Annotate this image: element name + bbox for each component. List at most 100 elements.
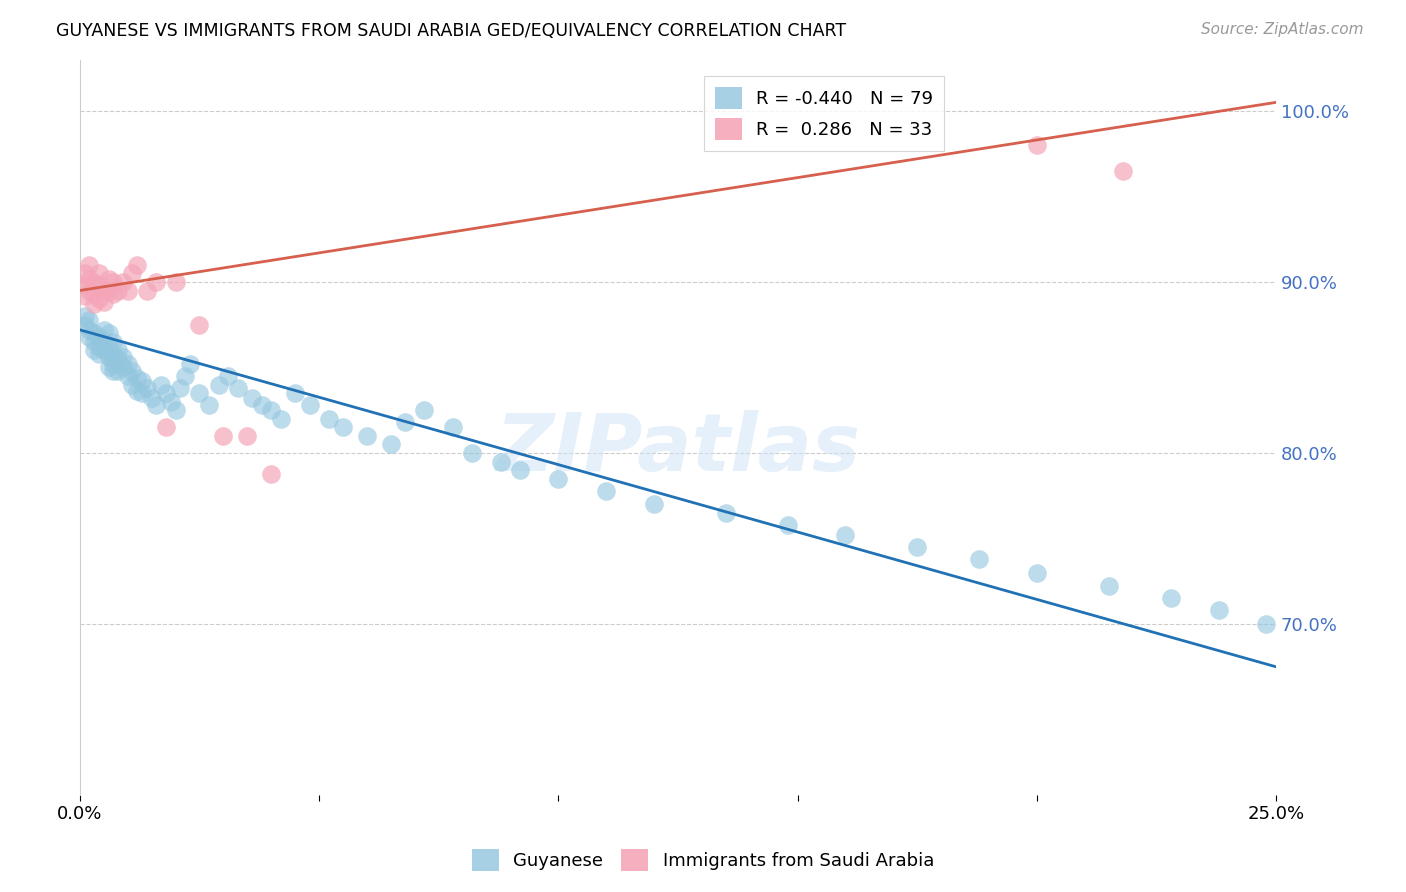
Point [1160,591,1182,606]
Point [79,312,101,326]
Point [117,284,139,298]
Point [135,284,157,298]
Point [207,377,229,392]
Point [1097,579,1119,593]
Point [107,351,129,366]
Point [93,343,115,358]
Point [236,429,259,443]
Point [73,309,96,323]
Point [155,420,177,434]
Point [107,284,129,298]
Point [298,398,321,412]
Point [87,292,110,306]
Point [93,334,115,349]
Point [87,329,110,343]
Point [83,287,105,301]
Point [111,275,134,289]
Point [103,275,125,289]
Point [145,275,167,289]
Point [73,266,96,280]
Point [73,288,96,302]
Legend: Guyanese, Immigrants from Saudi Arabia: Guyanese, Immigrants from Saudi Arabia [464,842,942,879]
Point [1025,138,1047,153]
Point [174,369,197,384]
Text: Source: ZipAtlas.com: Source: ZipAtlas.com [1201,22,1364,37]
Point [111,360,134,375]
Point [643,497,665,511]
Point [905,540,928,554]
Point [83,297,105,311]
Point [834,528,856,542]
Point [413,403,436,417]
Point [121,377,143,392]
Point [270,411,292,425]
Point [240,391,263,405]
Point [318,411,340,425]
Point [117,357,139,371]
Point [159,394,181,409]
Point [145,398,167,412]
Point [1112,163,1135,178]
Point [93,295,115,310]
Point [97,271,120,285]
Point [356,429,378,443]
Point [121,266,143,280]
Point [73,278,96,293]
Point [509,463,531,477]
Point [97,340,120,354]
Point [103,364,125,378]
Point [93,323,115,337]
Point [188,318,211,332]
Point [188,386,211,401]
Point [547,472,569,486]
Point [93,284,115,298]
Point [179,357,201,371]
Text: ZIPatlas: ZIPatlas [495,410,860,489]
Point [260,403,283,417]
Point [260,467,283,481]
Point [87,278,110,293]
Point [103,357,125,371]
Point [127,370,149,384]
Point [135,381,157,395]
Point [97,284,120,298]
Point [1208,603,1230,617]
Point [198,398,221,412]
Point [165,403,187,417]
Point [83,334,105,349]
Point [111,350,134,364]
Point [97,350,120,364]
Point [79,323,101,337]
Point [97,360,120,375]
Point [107,364,129,378]
Point [103,334,125,349]
Point [394,415,416,429]
Point [87,340,110,354]
Point [380,437,402,451]
Point [79,284,101,298]
Point [79,329,101,343]
Point [87,347,110,361]
Legend: R = -0.440   N = 79, R =  0.286   N = 33: R = -0.440 N = 79, R = 0.286 N = 33 [704,76,943,151]
Point [131,374,153,388]
Point [461,446,484,460]
Point [489,454,512,468]
Point [1025,566,1047,580]
Point [83,275,105,289]
Point [127,258,149,272]
Point [776,517,799,532]
Point [169,381,191,395]
Point [155,386,177,401]
Point [165,275,187,289]
Point [127,384,149,399]
Point [107,343,129,358]
Point [284,386,307,401]
Point [595,483,617,498]
Point [117,369,139,384]
Point [217,369,239,384]
Point [73,318,96,332]
Point [212,429,235,443]
Point [141,391,163,405]
Point [103,347,125,361]
Point [332,420,354,434]
